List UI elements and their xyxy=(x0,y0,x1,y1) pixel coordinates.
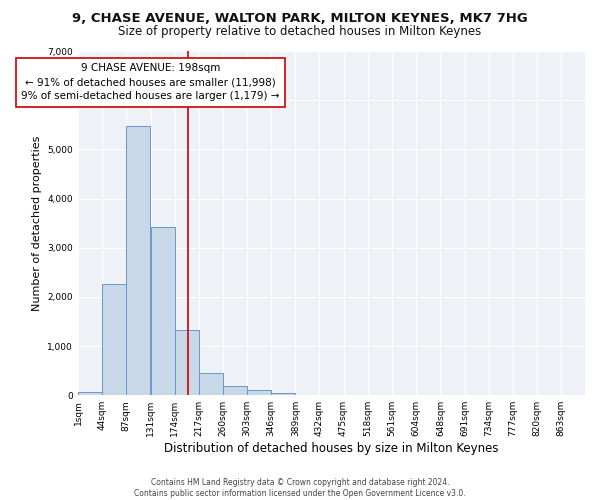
Text: Size of property relative to detached houses in Milton Keynes: Size of property relative to detached ho… xyxy=(118,25,482,38)
Bar xyxy=(199,372,223,395)
Bar xyxy=(271,392,295,395)
Bar xyxy=(247,390,271,395)
Bar xyxy=(126,126,150,395)
Text: 9, CHASE AVENUE, WALTON PARK, MILTON KEYNES, MK7 7HG: 9, CHASE AVENUE, WALTON PARK, MILTON KEY… xyxy=(72,12,528,26)
Bar xyxy=(78,392,102,395)
Bar xyxy=(175,330,199,395)
Text: Contains HM Land Registry data © Crown copyright and database right 2024.
Contai: Contains HM Land Registry data © Crown c… xyxy=(134,478,466,498)
Bar xyxy=(102,284,126,395)
Text: 9 CHASE AVENUE: 198sqm
← 91% of detached houses are smaller (11,998)
9% of semi-: 9 CHASE AVENUE: 198sqm ← 91% of detached… xyxy=(21,64,280,102)
Y-axis label: Number of detached properties: Number of detached properties xyxy=(32,136,42,311)
X-axis label: Distribution of detached houses by size in Milton Keynes: Distribution of detached houses by size … xyxy=(164,442,499,455)
Bar xyxy=(223,386,247,395)
Bar xyxy=(151,227,175,395)
